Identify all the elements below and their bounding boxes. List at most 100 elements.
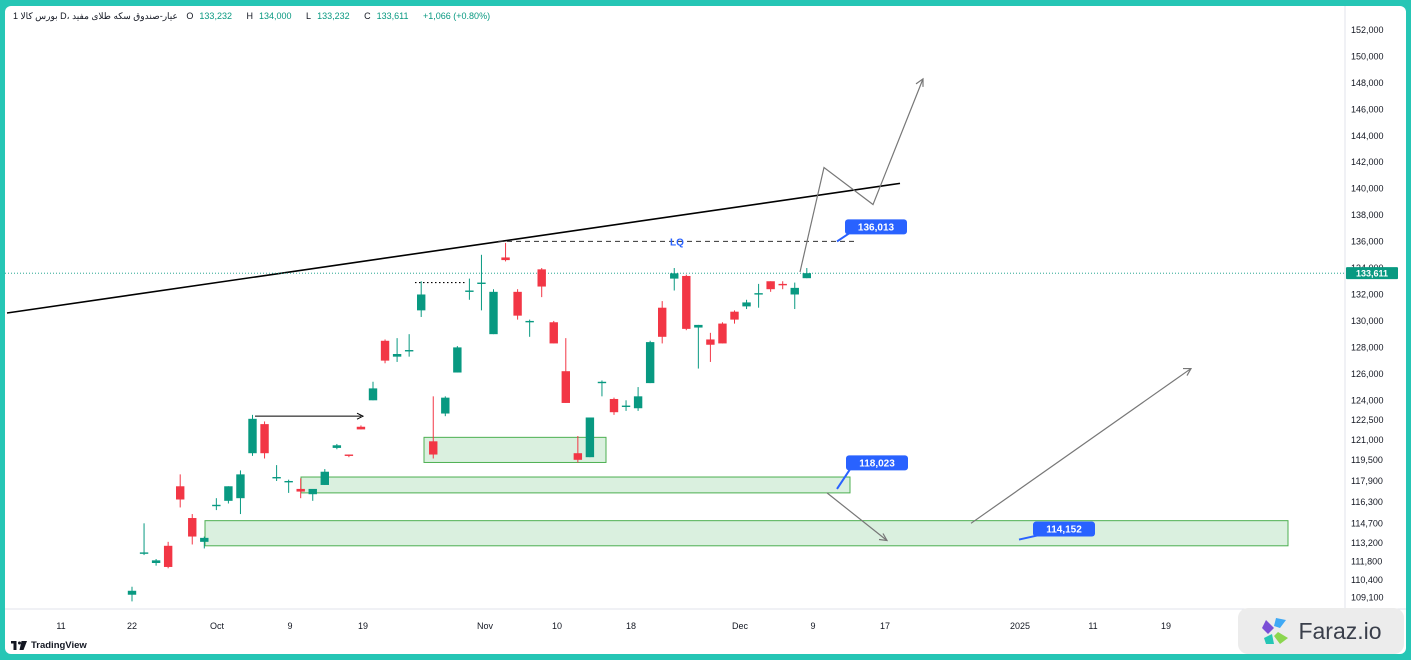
candle-body[interactable] <box>296 488 305 492</box>
projection-down-arrowhead <box>878 533 889 542</box>
y-tick-label: 109,100 <box>1351 592 1384 602</box>
candle-body[interactable] <box>730 311 739 320</box>
y-tick-label: 150,000 <box>1351 51 1384 61</box>
candle-body[interactable] <box>429 441 438 455</box>
y-tick-label: 116,300 <box>1351 497 1383 507</box>
projection-down-arrow[interactable] <box>826 492 888 541</box>
label-136013-box[interactable] <box>845 219 907 235</box>
candle-body[interactable] <box>332 445 342 448</box>
candle-body[interactable] <box>694 324 703 328</box>
x-tick-label: 19 <box>1161 621 1171 631</box>
projection-up-path[interactable] <box>799 78 924 273</box>
candle-body[interactable] <box>754 293 763 295</box>
candle-body[interactable] <box>344 454 354 456</box>
candle-body[interactable] <box>368 388 378 401</box>
candle-body[interactable] <box>176 486 185 500</box>
projection-recovery-arrow[interactable] <box>970 368 1192 524</box>
candle-body[interactable] <box>658 307 667 337</box>
x-tick-label: 19 <box>358 621 368 631</box>
candle-body[interactable] <box>441 397 450 414</box>
candle-body[interactable] <box>260 424 269 454</box>
faraz-logo-icon <box>1262 618 1289 644</box>
price-chart[interactable]: 152,000 150,000 148,000 146,000 144,000 142,0… <box>5 6 1406 654</box>
candle-body[interactable] <box>682 275 691 329</box>
candle-body[interactable] <box>224 486 233 501</box>
candle-body[interactable] <box>645 342 655 384</box>
candle-body[interactable] <box>212 504 221 507</box>
x-tick-label: 2025 <box>1010 621 1030 631</box>
y-tick-label: 144,000 <box>1351 131 1384 141</box>
candle-body[interactable] <box>127 590 137 595</box>
candle-body[interactable] <box>525 320 534 323</box>
y-tick-label: 126,000 <box>1351 369 1384 379</box>
y-tick-label: 146,000 <box>1351 104 1384 114</box>
candle-body[interactable] <box>718 323 727 344</box>
candle-body[interactable] <box>790 287 799 295</box>
tradingview-brand[interactable]: TradingView <box>11 640 87 651</box>
candle-body[interactable] <box>417 294 426 311</box>
candle-body[interactable] <box>621 405 631 407</box>
x-tick-label: Nov <box>477 621 494 631</box>
breakout-arrow-head <box>356 412 365 420</box>
y-tick-label: 140,000 <box>1351 184 1384 194</box>
candle-body[interactable] <box>633 396 643 409</box>
candle-body[interactable] <box>802 273 811 279</box>
candle-body[interactable] <box>537 269 546 287</box>
candle-body[interactable] <box>573 453 583 460</box>
y-tick-label: 114,700 <box>1351 518 1383 528</box>
candle-body[interactable] <box>248 418 257 454</box>
chart-frame: 152,000 150,000 148,000 146,000 144,000 142,0… <box>5 6 1406 654</box>
candle-body[interactable] <box>597 381 607 384</box>
faraz-watermark: Faraz.io <box>1238 608 1404 654</box>
candle-body[interactable] <box>151 560 161 563</box>
symbol-title: 1 بورس کالا D، عیار-صندوق سکه طلای مفید <box>13 11 178 21</box>
y-tick-label: 136,000 <box>1351 237 1384 247</box>
candle-body[interactable] <box>465 290 474 292</box>
candle-body[interactable] <box>392 354 402 357</box>
candle-body[interactable] <box>549 322 558 344</box>
candle-body[interactable] <box>163 545 173 567</box>
candle-body[interactable] <box>585 417 595 458</box>
trend-line[interactable] <box>6 182 901 314</box>
x-tick-label: 10 <box>552 621 562 631</box>
candle-body[interactable] <box>404 350 414 352</box>
candle-body[interactable] <box>477 282 486 284</box>
candle-body[interactable] <box>188 518 197 537</box>
y-tick-label: 130,000 <box>1351 316 1384 326</box>
y-tick-label: 122,500 <box>1351 415 1384 425</box>
x-tick-label: 9 <box>810 621 815 631</box>
candle-body[interactable] <box>778 283 787 286</box>
candle-body[interactable] <box>561 371 570 403</box>
candle-body[interactable] <box>453 347 462 373</box>
candle-body[interactable] <box>139 552 149 554</box>
ohlc-open: O 133,232 <box>186 11 232 21</box>
candle-body[interactable] <box>284 480 293 483</box>
candle-body[interactable] <box>236 474 245 499</box>
middle-zone[interactable] <box>300 476 851 494</box>
candle-body[interactable] <box>308 488 317 495</box>
label-118023-box[interactable] <box>846 455 908 471</box>
candle-body[interactable] <box>356 426 366 430</box>
candle-body[interactable] <box>609 398 619 413</box>
candle-body[interactable] <box>706 339 715 345</box>
y-tick-label: 113,200 <box>1351 538 1383 548</box>
lower-zone[interactable] <box>204 520 1289 547</box>
candle-body[interactable] <box>501 257 510 261</box>
candle-body[interactable] <box>320 471 329 485</box>
candle-body[interactable] <box>200 537 209 542</box>
label-118023-pointer <box>836 468 851 490</box>
candle-body[interactable] <box>513 291 522 316</box>
candle-body[interactable] <box>670 273 679 279</box>
label-114152-box[interactable] <box>1033 521 1095 537</box>
candle-body[interactable] <box>766 281 775 290</box>
candle-body[interactable] <box>489 291 498 335</box>
projection-up-arrowhead <box>915 77 924 87</box>
label-114152-pointer <box>1018 534 1038 541</box>
candle-body[interactable] <box>742 302 751 307</box>
x-tick-label: Dec <box>732 621 749 631</box>
current-price-tag-text: 133,611 <box>1356 269 1388 279</box>
candle-body[interactable] <box>272 477 281 479</box>
candle-body[interactable] <box>380 340 390 361</box>
y-tick-label: 138,000 <box>1351 210 1384 220</box>
y-tick-label: 121,000 <box>1351 435 1384 445</box>
